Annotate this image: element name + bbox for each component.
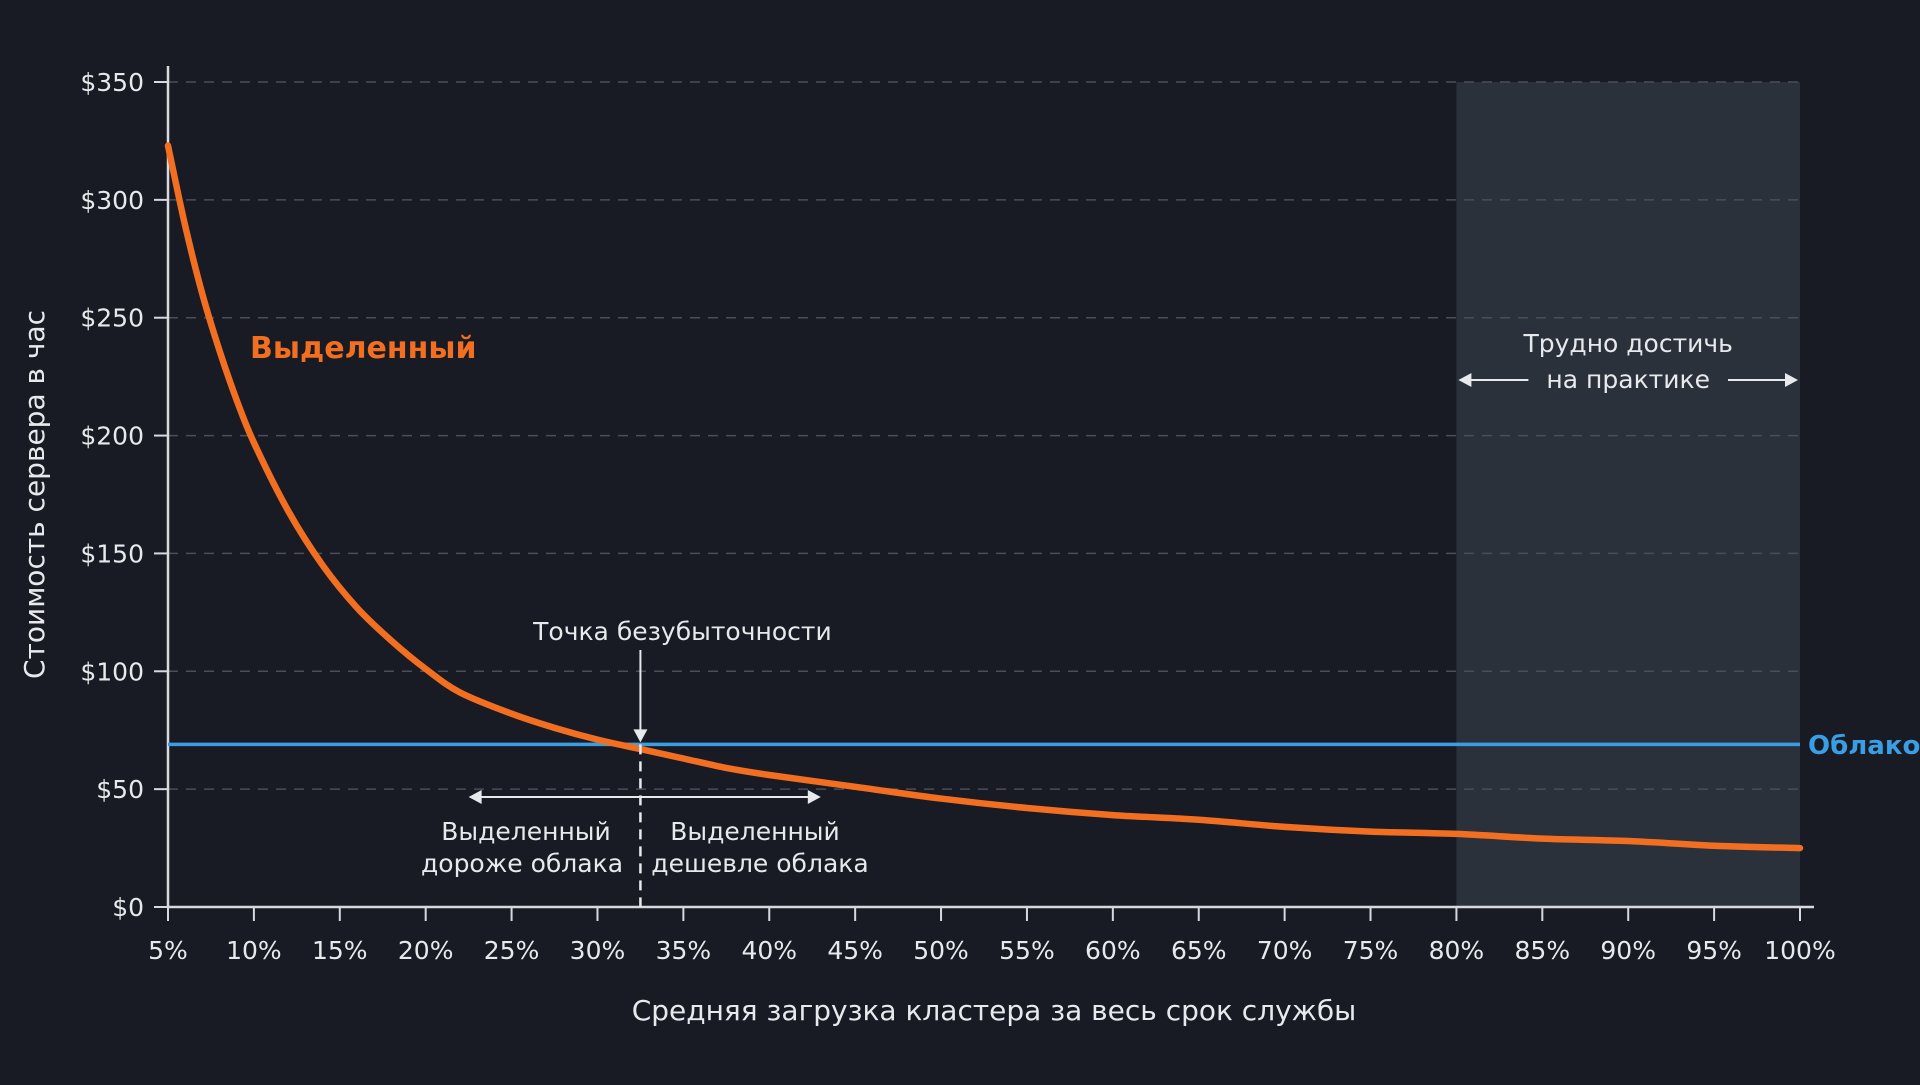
x-tick-label: 40% (741, 936, 797, 965)
gridlines (168, 81, 1800, 790)
y-tick-label: $0 (112, 893, 144, 922)
series-label-cloud: Облако (1808, 731, 1920, 761)
right-region-arrow-head (807, 790, 821, 804)
right-region-label-line1: Выделенный (670, 817, 840, 846)
x-tick-label: 20% (398, 936, 454, 965)
series-label-dedicated: Выделенный (250, 331, 477, 366)
breakeven-label: Точка безубыточности (532, 617, 832, 646)
x-tick-label: 45% (827, 936, 883, 965)
hard-region-shade (1456, 82, 1800, 907)
y-tick-label: $50 (96, 775, 144, 804)
left-region-arrow-head (468, 790, 482, 804)
hard-region-layer (1456, 82, 1800, 907)
hard-region-arrow-left-head (1458, 373, 1472, 387)
series-layer (164, 142, 1804, 852)
y-tick-label: $300 (80, 186, 144, 215)
hard-region-label-line1: Трудно достичь (1522, 329, 1732, 358)
x-tick-label: 95% (1686, 936, 1742, 965)
right-region-label-line2: дешевле облака (651, 849, 868, 878)
x-tick-label: 75% (1343, 936, 1399, 965)
annotations-layer (468, 373, 1798, 907)
x-tick-label: 30% (570, 936, 626, 965)
x-tick-label: 100% (1764, 936, 1835, 965)
x-tick-label: 70% (1257, 936, 1313, 965)
breakeven-arrow-head (633, 729, 648, 743)
x-tick-label: 80% (1429, 936, 1485, 965)
tick-labels: $0 $50 $100 $150 $200 $250 $300 $350 5% 10% 15% 20%… (80, 68, 1835, 965)
y-tick-label: $200 (80, 422, 144, 451)
y-tick-label: $150 (80, 539, 144, 568)
y-tick-label: $250 (80, 304, 144, 333)
series-line-dedicated (164, 142, 1804, 852)
axes (154, 66, 1814, 921)
left-region-label-line1: Выделенный (441, 817, 611, 846)
x-tick-label: 85% (1515, 936, 1571, 965)
hard-region-arrow-right-head (1785, 373, 1798, 387)
hard-region-label-line2: на практике (1546, 365, 1710, 394)
x-tick-label: 25% (484, 936, 540, 965)
y-tick-label: $350 (80, 68, 144, 97)
x-tick-label: 60% (1085, 936, 1141, 965)
x-tick-label: 50% (913, 936, 969, 965)
x-tick-label: 15% (312, 936, 368, 965)
x-tick-label: 35% (656, 936, 712, 965)
x-tick-label: 5% (148, 936, 188, 965)
x-tick-label: 65% (1171, 936, 1227, 965)
y-tick-label: $100 (80, 657, 144, 686)
x-tick-label: 90% (1600, 936, 1656, 965)
left-region-label-line2: дороже облака (421, 849, 623, 878)
x-axis-title: Средняя загрузка кластера за весь срок с… (632, 994, 1357, 1027)
x-tick-label: 10% (226, 936, 282, 965)
y-axis-title: Стоимость сервера в час (18, 310, 51, 679)
x-tick-label: 55% (999, 936, 1055, 965)
